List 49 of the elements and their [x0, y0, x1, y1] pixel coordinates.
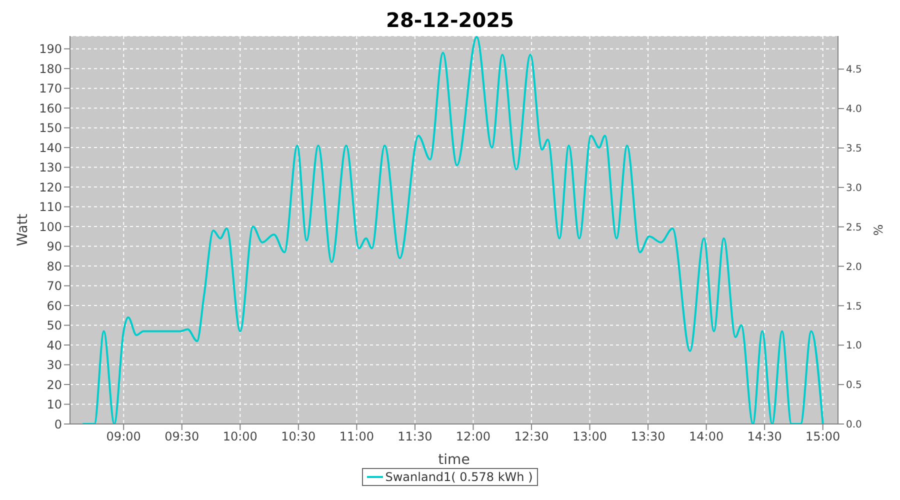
y2-tick-label: 0.0 — [846, 420, 862, 431]
y-tick-label: 160 — [39, 101, 62, 116]
line-series — [82, 36, 824, 424]
x-tick-label: 10:00 — [222, 430, 258, 444]
y-tick-label: 60 — [46, 298, 62, 313]
x-tick-label: 09:30 — [164, 430, 200, 444]
y-tick-label: 30 — [46, 358, 62, 372]
y-tick-label: 120 — [39, 180, 62, 194]
y2-tick-label: 2.0 — [846, 262, 862, 273]
y2-tick-label: 1.5 — [846, 301, 862, 312]
y-tick-label: 150 — [39, 121, 62, 136]
y2-axis-title: % — [871, 224, 886, 236]
x-tick-label: 13:30 — [630, 430, 666, 444]
x-tick-label: 10:30 — [281, 430, 316, 444]
x-tick-label: 12:30 — [514, 430, 549, 444]
y2-tick-label: 4.0 — [846, 104, 862, 116]
y-tick-label: 100 — [39, 220, 62, 234]
y-tick-label: 140 — [39, 140, 62, 155]
y2-tick-label: 4.5 — [846, 64, 862, 76]
y-tick-label: 130 — [39, 160, 62, 175]
y-tick-label: 170 — [39, 82, 62, 96]
y2-tick-label: 3.0 — [846, 182, 862, 194]
y-tick-label: 70 — [46, 279, 62, 294]
y-tick-label: 80 — [46, 259, 62, 274]
y-tick-label: 180 — [39, 62, 62, 76]
y-tick-label: 110 — [39, 200, 62, 214]
chart-title: 28-12-2025 — [385, 8, 515, 34]
x-tick-label: 15:00 — [806, 430, 840, 444]
x-tick-label: 11:30 — [398, 430, 432, 444]
y-tick-label: 10 — [46, 398, 62, 412]
x-tick-label: 14:00 — [689, 430, 724, 444]
y-tick-label: 90 — [46, 240, 62, 254]
x-axis-title: time — [438, 452, 470, 468]
y-axis-title: Watt — [14, 213, 31, 246]
y-tick-label: 40 — [46, 338, 62, 352]
y2-tick-label: 1.0 — [846, 340, 862, 352]
x-tick-label: 12:00 — [456, 430, 491, 444]
y2-tick-label: 0.5 — [846, 380, 862, 392]
legend-label: Swanland1( 0.578 kWh ) — [385, 470, 533, 484]
y-tick-label: 0 — [54, 417, 62, 432]
y-tick-label: 50 — [46, 318, 62, 333]
x-tick-label: 09:00 — [106, 430, 141, 444]
x-tick-label: 13:00 — [572, 430, 608, 444]
x-tick-label: 11:00 — [339, 430, 374, 444]
y2-tick-label: 3.5 — [846, 144, 862, 155]
y-tick-label: 20 — [46, 378, 62, 392]
y2-tick-label: 2.5 — [846, 222, 862, 234]
x-tick-label: 14:30 — [747, 430, 782, 444]
y-tick-label: 190 — [39, 42, 62, 56]
